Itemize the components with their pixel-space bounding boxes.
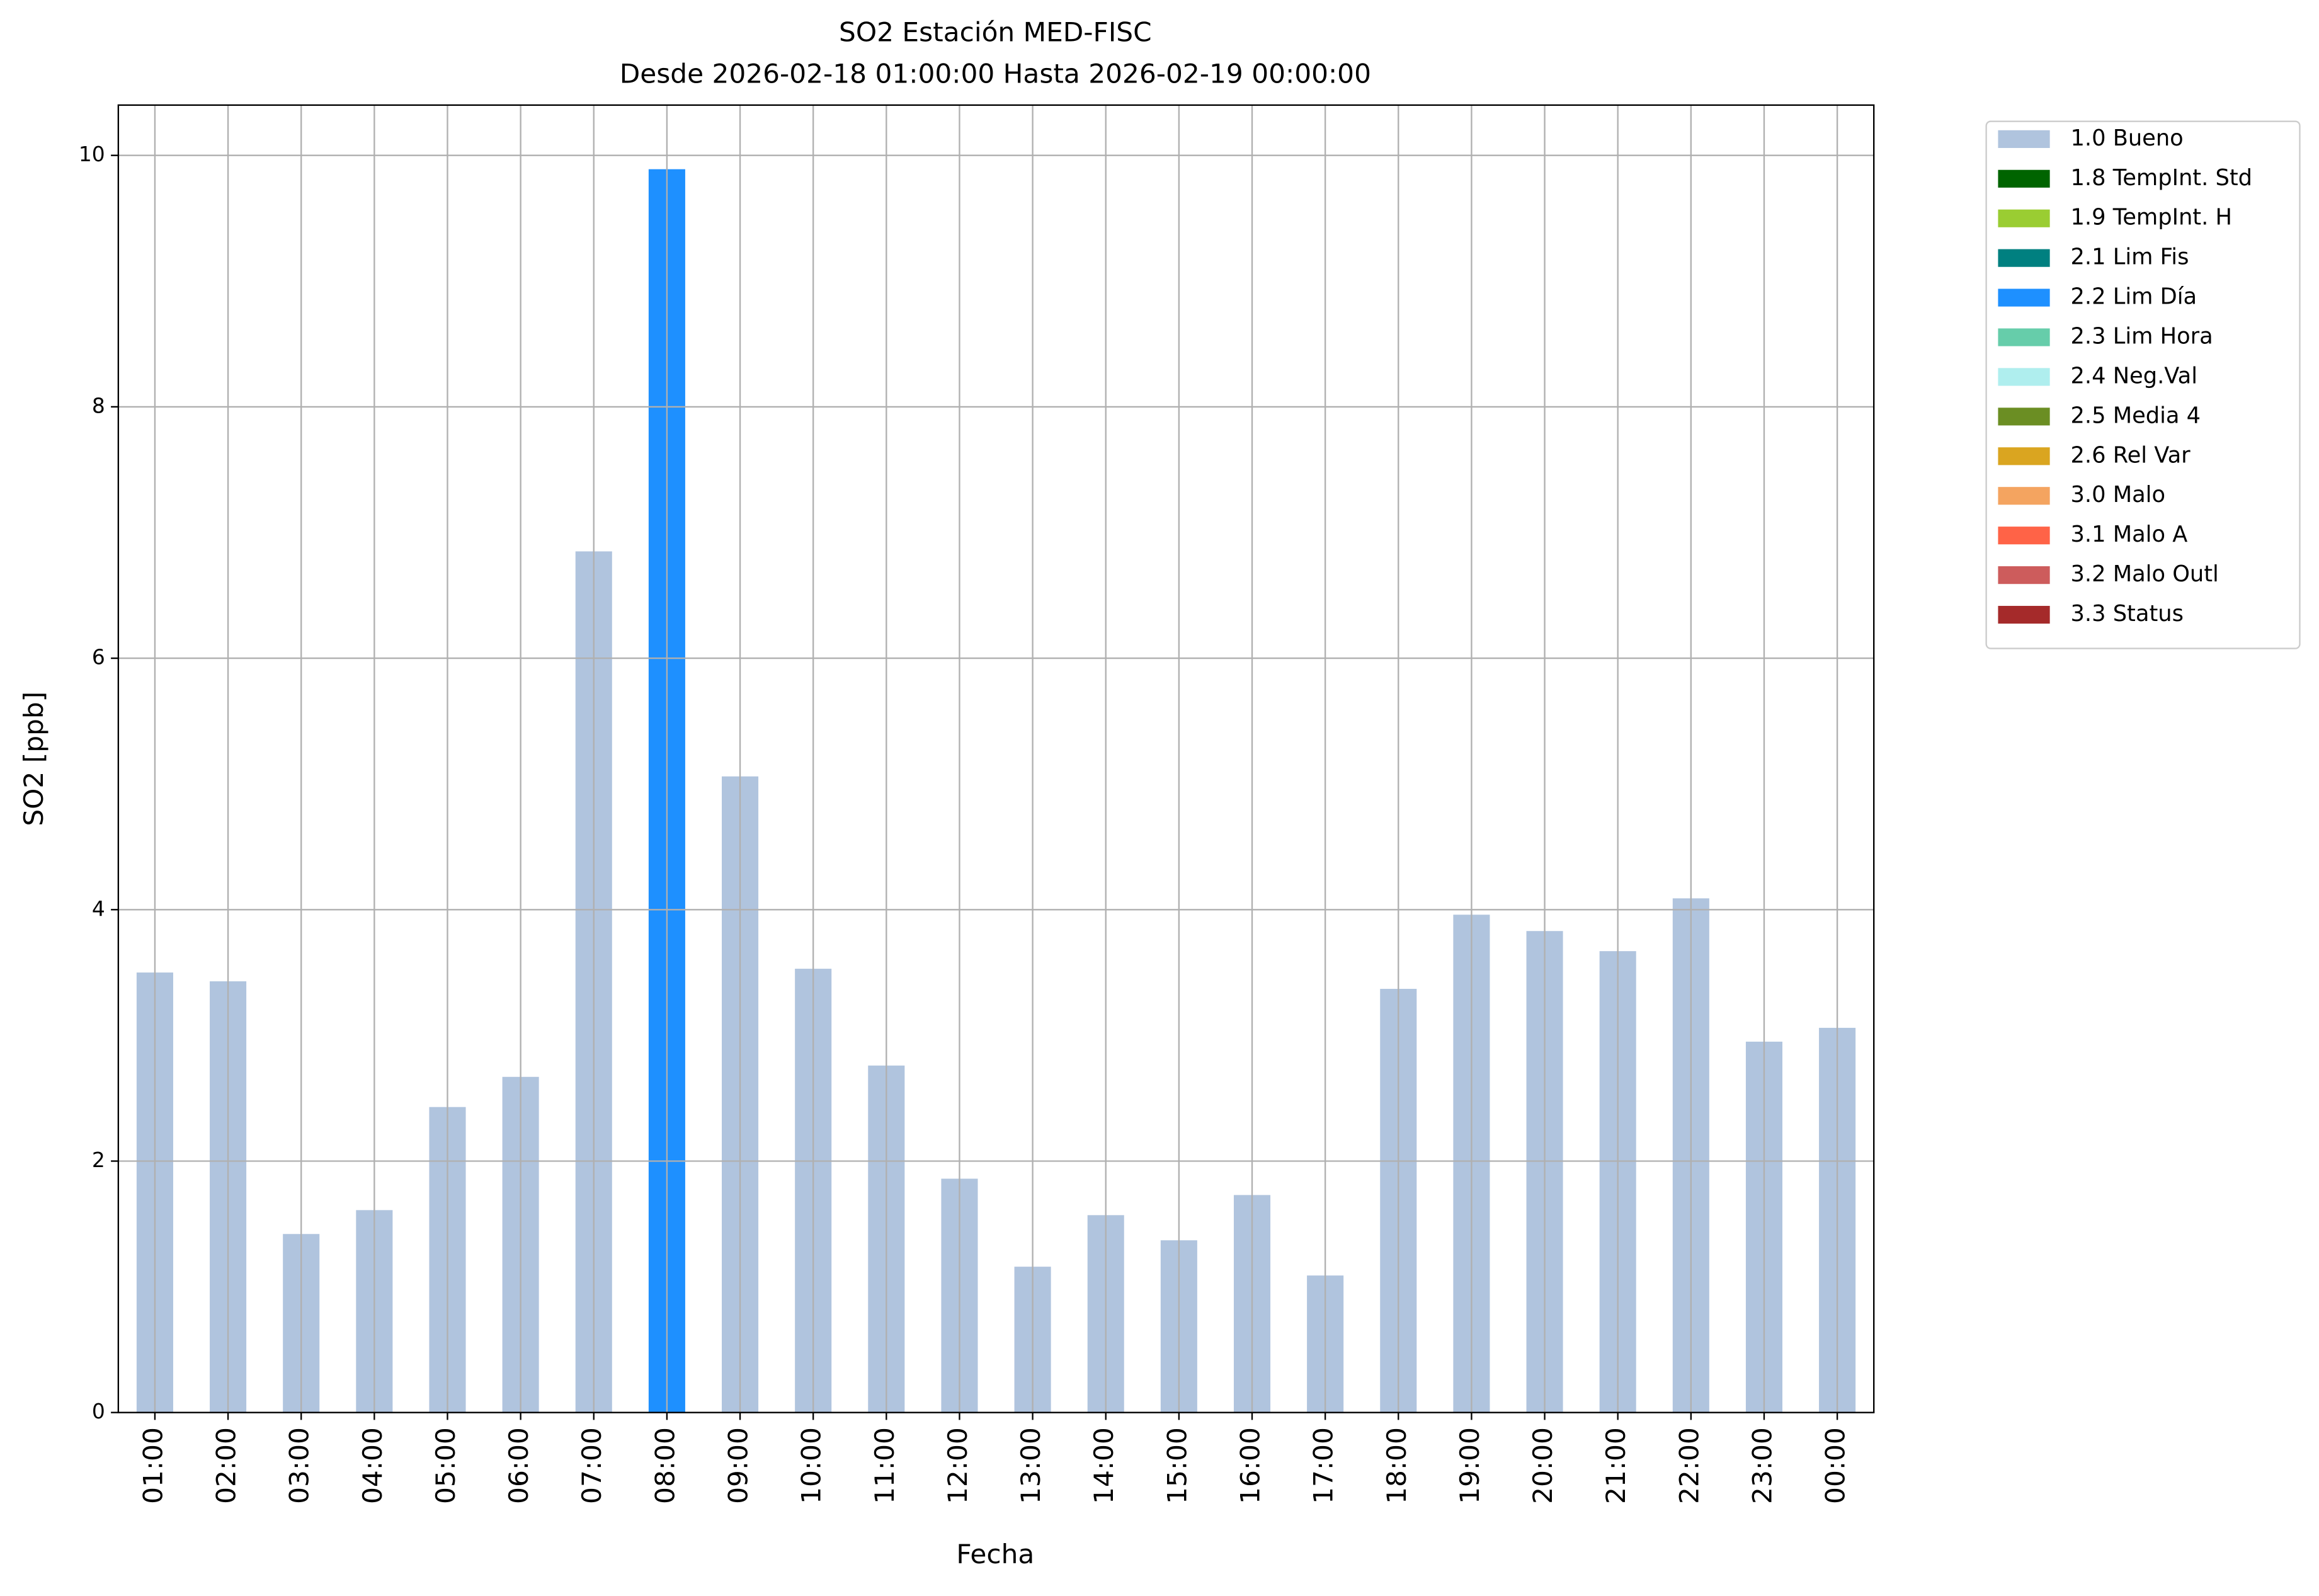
legend-swatch [1998,169,2050,188]
x-tick-label: 11:00 [869,1427,900,1504]
x-tick-label: 21:00 [1600,1427,1631,1504]
y-tick-label: 0 [92,1399,105,1423]
legend-box [1985,120,2301,649]
y-tick-label: 2 [92,1148,105,1172]
x-tick-label: 00:00 [1820,1427,1851,1504]
legend-label: 2.3 Lim Hora [2071,324,2213,350]
legend-label: 1.0 Bueno [2071,125,2184,151]
legend-swatch [1998,566,2050,584]
legend-swatch [1998,447,2050,465]
y-tick-label: 4 [92,896,105,921]
legend-swatch [1998,487,2050,505]
x-tick-label: 07:00 [576,1427,607,1504]
legend-swatch [1998,328,2050,346]
x-tick-label: 18:00 [1381,1427,1412,1504]
x-axis-label: Fecha [956,1539,1034,1570]
x-tick-label: 03:00 [284,1427,315,1504]
legend-swatch [1998,288,2050,307]
legend-swatch [1998,130,2050,148]
legend-label: 3.3 Status [2071,601,2184,627]
x-tick-label: 13:00 [1015,1427,1046,1504]
x-tick-label: 04:00 [357,1427,388,1504]
legend-swatch [1998,249,2050,267]
legend-label: 2.1 Lim Fis [2071,244,2189,270]
legend-swatch [1998,408,2050,426]
legend-label: 3.1 Malo A [2071,522,2188,547]
legend-label: 2.2 Lim Día [2071,284,2197,310]
legend-label: 2.6 Rel Var [2071,442,2191,468]
x-tick-label: 08:00 [649,1427,680,1504]
x-tick-label: 06:00 [503,1427,534,1504]
legend-label: 1.8 TempInt. Std [2071,165,2252,191]
chart-subtitle: Desde 2026-02-18 01:00:00 Hasta 2026-02-… [620,58,1371,89]
x-tick-label: 14:00 [1088,1427,1119,1504]
legend-label: 1.9 TempInt. H [2071,205,2232,231]
plot-frame [117,104,1875,1413]
x-tick-label: 12:00 [942,1427,973,1504]
x-tick-label: 15:00 [1161,1427,1192,1504]
x-tick-label: 09:00 [723,1427,754,1504]
x-tick-label: 20:00 [1527,1427,1558,1504]
x-tick-label: 01:00 [137,1427,168,1504]
legend-swatch [1998,605,2050,624]
x-tick-label: 19:00 [1454,1427,1485,1504]
legend-label: 2.4 Neg.Val [2071,363,2198,389]
legend-swatch [1998,209,2050,227]
x-tick-label: 22:00 [1673,1427,1704,1504]
y-axis-label: SO2 [ppb] [18,692,49,826]
x-tick-label: 05:00 [430,1427,461,1504]
legend-label: 2.5 Media 4 [2071,402,2201,428]
legend-label: 3.2 Malo Outl [2071,561,2219,587]
legend-swatch [1998,527,2050,545]
y-tick-label: 10 [79,142,105,166]
x-tick-label: 16:00 [1235,1427,1266,1504]
legend-label: 3.0 Malo [2071,482,2166,508]
legend-swatch [1998,368,2050,386]
y-tick-label: 8 [92,393,105,418]
x-tick-label: 17:00 [1308,1427,1339,1504]
chart-title: SO2 Estación MED-FISC [839,17,1152,48]
y-tick-label: 6 [92,645,105,670]
x-tick-label: 02:00 [211,1427,242,1504]
x-tick-label: 23:00 [1746,1427,1777,1504]
x-tick-label: 10:00 [796,1427,827,1504]
